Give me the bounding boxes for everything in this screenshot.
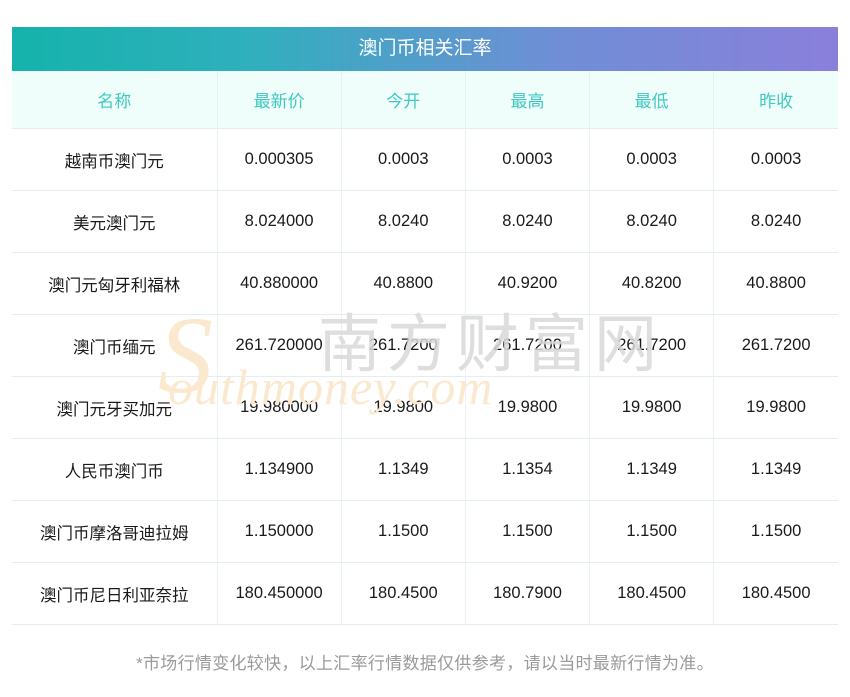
table-body: 越南币澳门元 0.000305 0.0003 0.0003 0.0003 0.0… xyxy=(12,128,838,625)
cell-open-price: 19.9800 xyxy=(341,376,466,439)
cell-latest-price: 0.000305 xyxy=(217,128,342,191)
cell-currency-pair: 美元澳门元 xyxy=(12,190,218,253)
table-row[interactable]: 美元澳门元 8.024000 8.0240 8.0240 8.0240 8.02… xyxy=(12,190,838,253)
disclaimer-note: *市场行情变化较快，以上汇率行情数据仅供参考，请以当时最新行情为准。 xyxy=(136,654,714,673)
cell-open-price: 180.4500 xyxy=(341,562,466,625)
column-header-open[interactable]: 今开 xyxy=(341,71,466,129)
table-row[interactable]: 澳门元牙买加元 19.980000 19.9800 19.9800 19.980… xyxy=(12,376,838,439)
cell-open-price: 8.0240 xyxy=(341,190,466,253)
cell-prev-close: 19.9800 xyxy=(713,376,838,439)
cell-prev-close: 0.0003 xyxy=(713,128,838,191)
table-row[interactable]: 越南币澳门元 0.000305 0.0003 0.0003 0.0003 0.0… xyxy=(12,128,838,191)
table-row[interactable]: 澳门币尼日利亚奈拉 180.450000 180.4500 180.7900 1… xyxy=(12,562,838,625)
cell-high-price: 261.7200 xyxy=(465,314,591,377)
cell-latest-price: 261.720000 xyxy=(217,314,342,377)
cell-low-price: 19.9800 xyxy=(589,376,715,439)
cell-latest-price: 40.880000 xyxy=(217,252,342,315)
table-row[interactable]: 澳门币缅元 261.720000 261.7200 261.7200 261.7… xyxy=(12,314,838,377)
table-header: 名称 最新价 今开 最高 最低 昨收 xyxy=(12,71,838,129)
cell-open-price: 0.0003 xyxy=(341,128,466,191)
cell-high-price: 8.0240 xyxy=(465,190,591,253)
cell-high-price: 19.9800 xyxy=(465,376,591,439)
column-header-high[interactable]: 最高 xyxy=(465,71,591,129)
cell-low-price: 0.0003 xyxy=(589,128,715,191)
cell-open-price: 40.8800 xyxy=(341,252,466,315)
cell-high-price: 40.9200 xyxy=(465,252,591,315)
cell-high-price: 180.7900 xyxy=(465,562,591,625)
rates-table-container: 澳门币相关汇率 名称 最新价 今开 最高 最低 昨收 xyxy=(12,27,838,625)
cell-currency-pair: 越南币澳门元 xyxy=(12,128,218,191)
cell-prev-close: 1.1500 xyxy=(713,500,838,563)
table-row[interactable]: 澳门币摩洛哥迪拉姆 1.150000 1.1500 1.1500 1.1500 … xyxy=(12,500,838,563)
cell-low-price: 8.0240 xyxy=(589,190,715,253)
table-row[interactable]: 澳门元匈牙利福林 40.880000 40.8800 40.9200 40.82… xyxy=(12,252,838,315)
cell-latest-price: 8.024000 xyxy=(217,190,342,253)
cell-prev-close: 180.4500 xyxy=(713,562,838,625)
cell-prev-close: 40.8800 xyxy=(713,252,838,315)
cell-low-price: 1.1349 xyxy=(589,438,715,501)
header-row: 名称 最新价 今开 最高 最低 昨收 xyxy=(12,71,838,129)
cell-prev-close: 261.7200 xyxy=(713,314,838,377)
exchange-rates-table: 名称 最新价 今开 最高 最低 昨收 越南币澳门元 0.000305 0.000… xyxy=(12,71,838,625)
cell-high-price: 1.1500 xyxy=(465,500,591,563)
cell-low-price: 1.1500 xyxy=(589,500,715,563)
cell-low-price: 261.7200 xyxy=(589,314,715,377)
table-row[interactable]: 人民币澳门币 1.134900 1.1349 1.1354 1.1349 1.1… xyxy=(12,438,838,501)
cell-low-price: 180.4500 xyxy=(589,562,715,625)
cell-currency-pair: 澳门币摩洛哥迪拉姆 xyxy=(12,500,218,563)
cell-prev-close: 8.0240 xyxy=(713,190,838,253)
cell-currency-pair: 澳门元匈牙利福林 xyxy=(12,252,218,315)
cell-latest-price: 180.450000 xyxy=(217,562,342,625)
cell-open-price: 1.1500 xyxy=(341,500,466,563)
column-header-name[interactable]: 名称 xyxy=(12,71,218,129)
table-title: 澳门币相关汇率 xyxy=(12,27,838,71)
cell-currency-pair: 澳门币缅元 xyxy=(12,314,218,377)
cell-latest-price: 1.150000 xyxy=(217,500,342,563)
cell-open-price: 261.7200 xyxy=(341,314,466,377)
cell-currency-pair: 人民币澳门币 xyxy=(12,438,218,501)
cell-high-price: 1.1354 xyxy=(465,438,591,501)
column-header-low[interactable]: 最低 xyxy=(589,71,715,129)
cell-high-price: 0.0003 xyxy=(465,128,591,191)
cell-low-price: 40.8200 xyxy=(589,252,715,315)
cell-latest-price: 1.134900 xyxy=(217,438,342,501)
cell-prev-close: 1.1349 xyxy=(713,438,838,501)
cell-latest-price: 19.980000 xyxy=(217,376,342,439)
column-header-latest[interactable]: 最新价 xyxy=(217,71,342,129)
cell-open-price: 1.1349 xyxy=(341,438,466,501)
cell-currency-pair: 澳门币尼日利亚奈拉 xyxy=(12,562,218,625)
cell-currency-pair: 澳门元牙买加元 xyxy=(12,376,218,439)
column-header-prev[interactable]: 昨收 xyxy=(713,71,838,129)
